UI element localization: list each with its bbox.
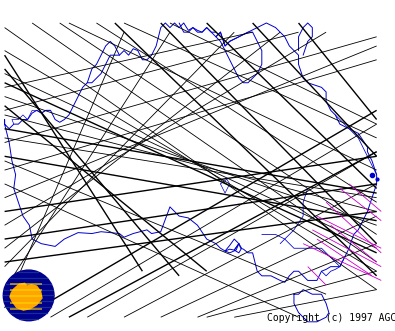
Text: Copyright (c) 1997 AGCRC: Copyright (c) 1997 AGCRC <box>267 313 395 323</box>
Polygon shape <box>10 283 42 310</box>
Circle shape <box>3 270 54 321</box>
